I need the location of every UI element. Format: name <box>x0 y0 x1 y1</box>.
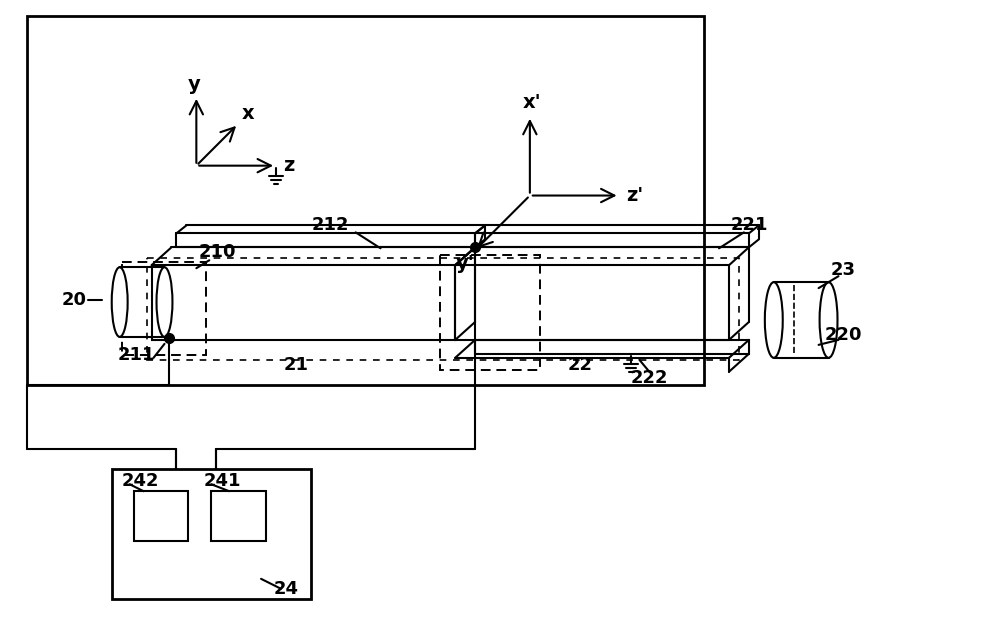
Text: z: z <box>283 156 295 175</box>
Text: 21: 21 <box>283 356 308 374</box>
Bar <box>440 255 540 370</box>
Text: 211: 211 <box>118 346 155 364</box>
Text: 24: 24 <box>273 580 298 598</box>
Bar <box>112 469 311 598</box>
Ellipse shape <box>820 282 838 358</box>
Ellipse shape <box>157 267 172 337</box>
Text: 242: 242 <box>122 472 159 490</box>
Text: y: y <box>188 74 201 93</box>
Text: 22: 22 <box>567 356 592 374</box>
Text: 221: 221 <box>730 216 768 234</box>
Bar <box>152 265 455 340</box>
Text: 222: 222 <box>631 369 668 387</box>
Text: 220: 220 <box>825 326 862 344</box>
Text: 241: 241 <box>203 472 241 490</box>
Bar <box>27 16 704 385</box>
Bar <box>475 340 749 354</box>
Text: 23: 23 <box>831 261 856 279</box>
Text: 20: 20 <box>61 291 86 309</box>
Bar <box>122 262 206 355</box>
Bar <box>147 258 739 360</box>
Text: 210: 210 <box>198 243 236 261</box>
Text: z': z' <box>626 186 643 205</box>
Bar <box>211 491 266 541</box>
Text: x: x <box>242 105 254 123</box>
Text: 212: 212 <box>312 216 349 234</box>
Ellipse shape <box>112 267 128 337</box>
Text: y': y' <box>456 254 475 273</box>
Ellipse shape <box>765 282 783 358</box>
Bar <box>455 265 729 340</box>
Text: x': x' <box>523 93 541 112</box>
Bar <box>134 491 188 541</box>
